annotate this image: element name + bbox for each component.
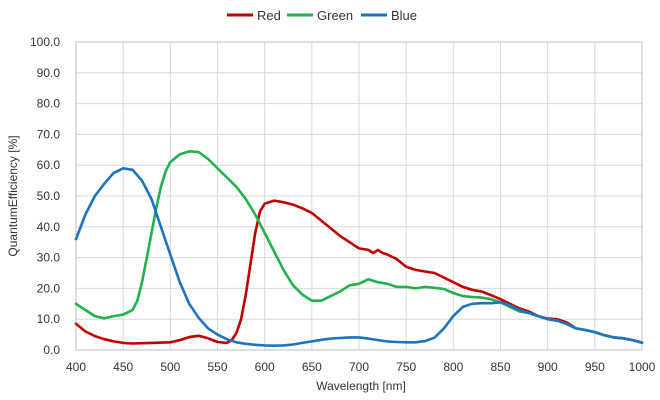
y-tick-label: 80.0 [37,97,61,111]
x-tick-label: 1000 [629,360,656,374]
y-tick-label: 20.0 [37,281,61,295]
y-tick-label: 100.0 [30,35,60,49]
x-tick-label: 400 [66,360,86,374]
grid [75,41,643,351]
y-tick-label: 30.0 [37,251,61,265]
x-tick-label: 900 [538,360,558,374]
plot-frame [75,41,643,351]
legend: Red Green Blue [227,8,417,23]
x-axis-ticks: 400 450 500 550 600 650 700 750 800 850 900 950 1000 [66,360,656,374]
x-tick-label: 500 [160,360,180,374]
y-tick-label: 0.0 [43,343,60,357]
legend-label-green: Green [317,8,353,23]
y-tick-label: 50.0 [37,189,61,203]
x-tick-label: 550 [207,360,227,374]
x-tick-label: 450 [113,360,133,374]
series-line-blue [74,167,644,347]
x-axis-title: Wavelength [nm] [316,379,406,393]
x-tick-label: 650 [302,360,322,374]
x-tick-label: 700 [349,360,369,374]
y-axis-title: QuantumEfficiency [%] [6,135,20,256]
plot-area-border [75,41,643,351]
x-tick-label: 950 [585,360,605,374]
y-tick-label: 60.0 [37,158,61,172]
y-axis-ticks: 0.0 10.0 20.0 30.0 40.0 50.0 60.0 70.0 80.0 90.0 1… [30,35,60,357]
x-tick-label: 750 [396,360,416,374]
y-tick-label: 70.0 [37,127,61,141]
x-tick-label: 850 [490,360,510,374]
y-tick-label: 10.0 [37,312,61,326]
y-tick-label: 40.0 [37,220,61,234]
x-tick-label: 800 [443,360,463,374]
y-tick-label: 90.0 [37,66,61,80]
series-layer [74,150,644,347]
legend-label-blue: Blue [391,8,417,23]
legend-label-red: Red [257,8,281,23]
x-tick-label: 600 [255,360,275,374]
